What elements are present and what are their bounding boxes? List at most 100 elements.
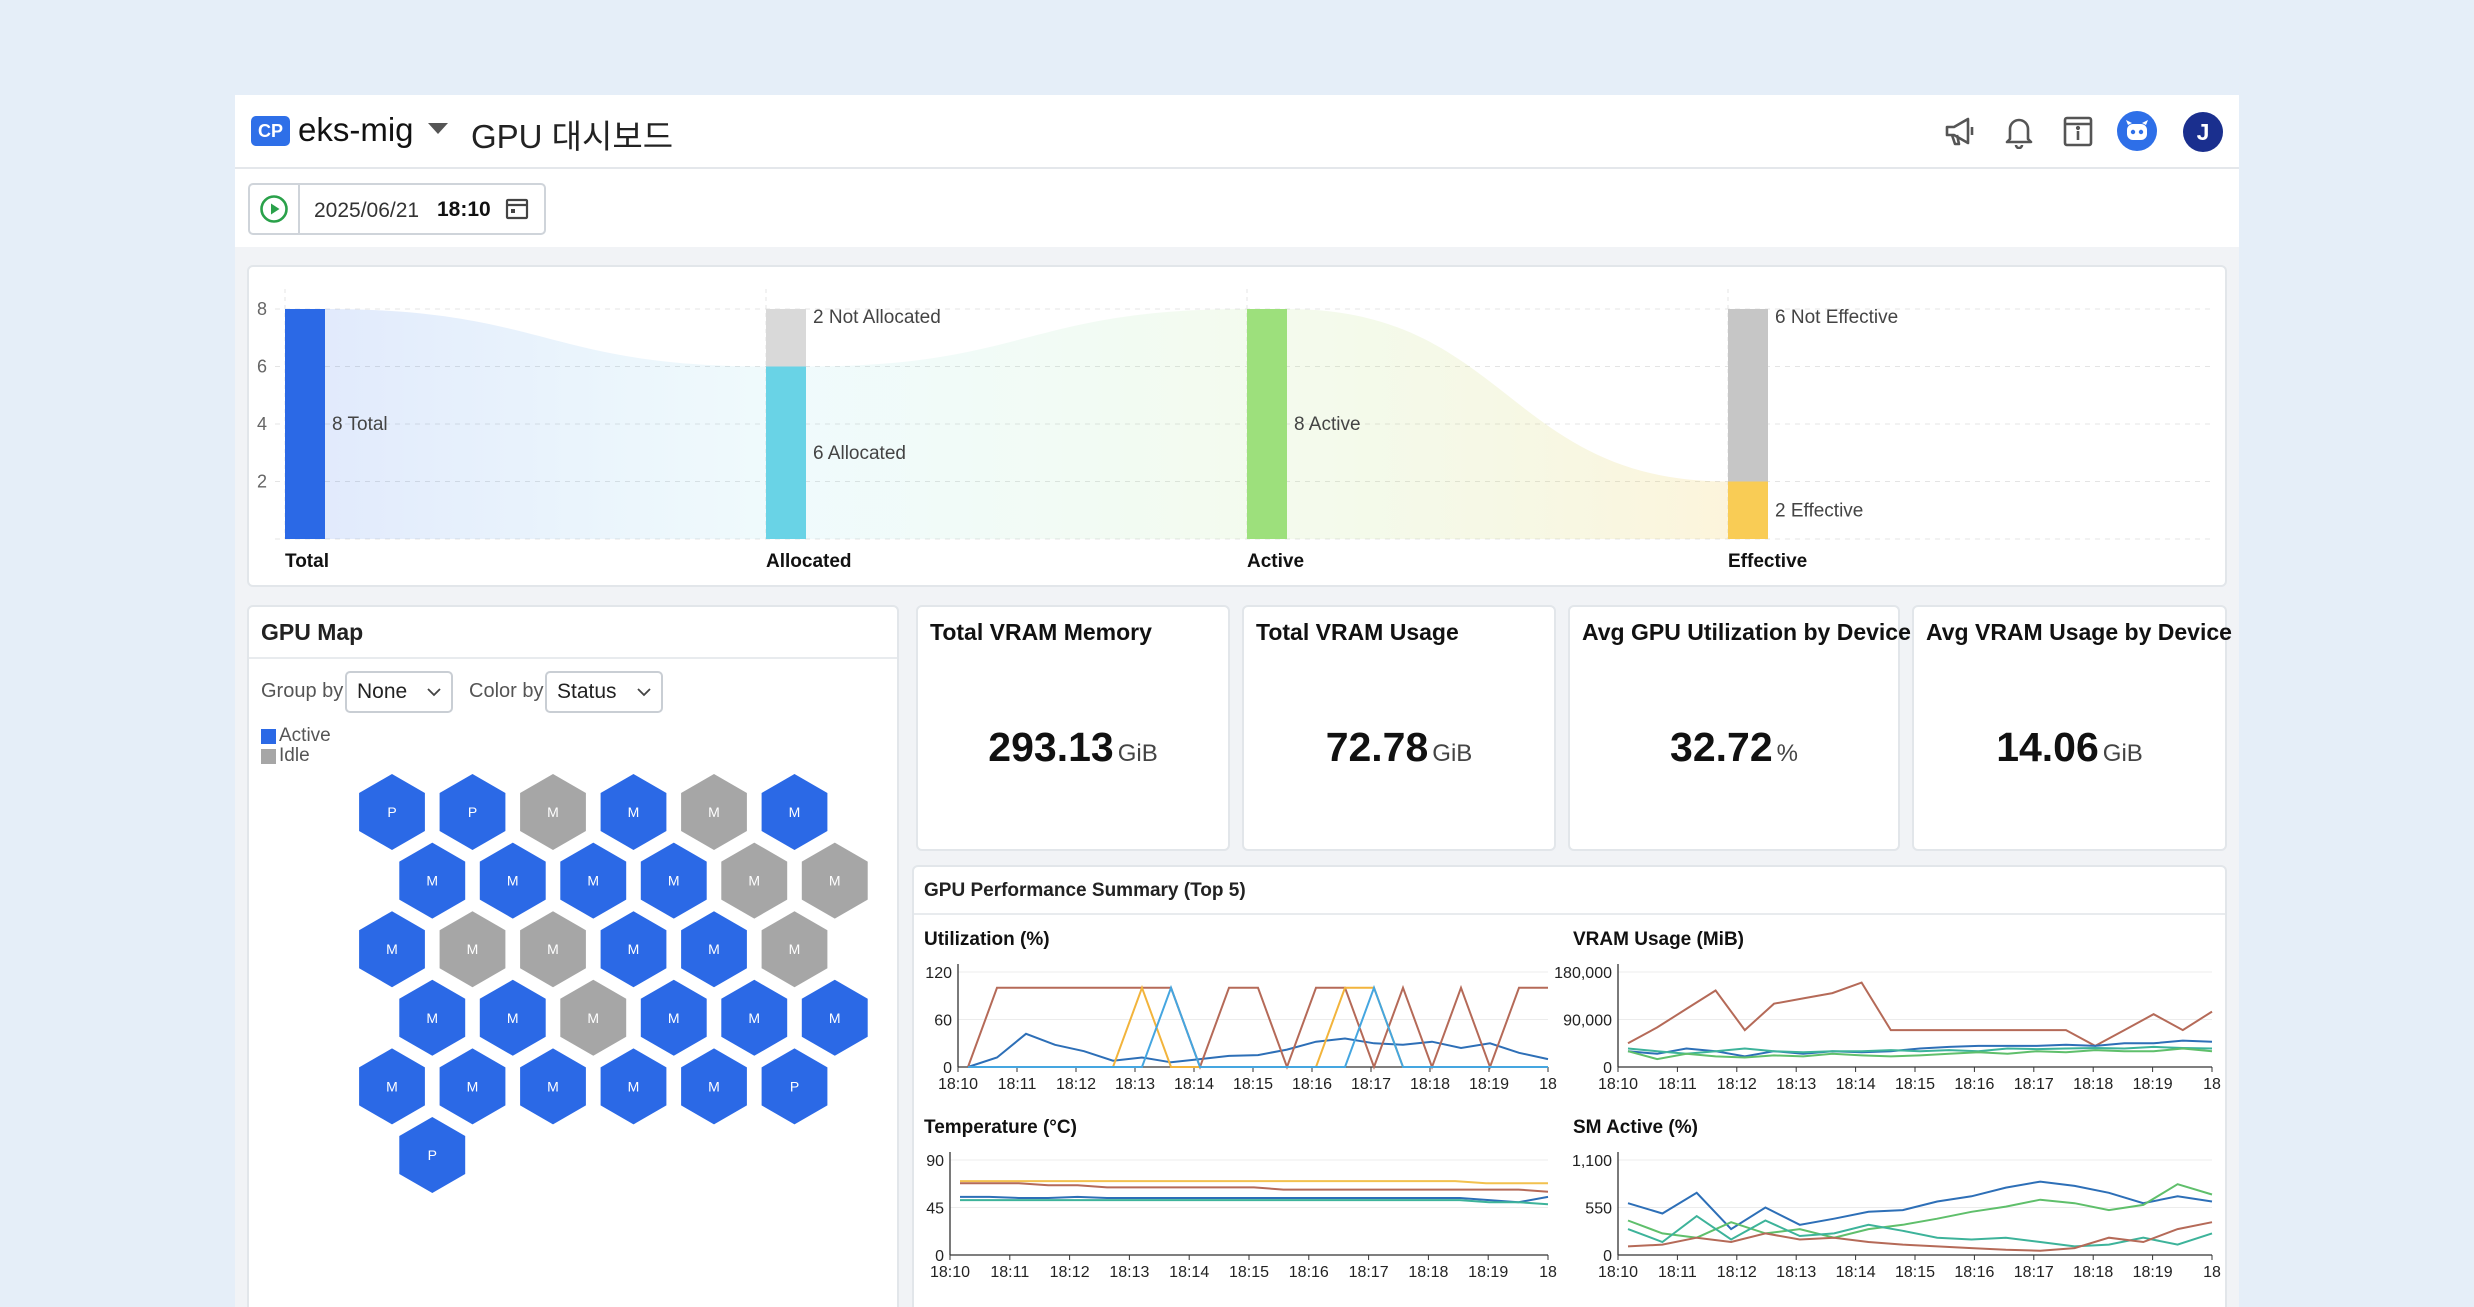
gpu-hex[interactable] [600, 1048, 667, 1125]
gpu-hex[interactable] [359, 1048, 425, 1125]
calendar-icon[interactable] [505, 197, 529, 226]
x-tick-label: 18:19 [1468, 1264, 1508, 1281]
gpu-hex[interactable] [479, 842, 546, 919]
y-tick-label: 0 [1603, 1248, 1612, 1265]
gpu-hex-label: P [387, 804, 396, 820]
group-by-value: None [357, 680, 408, 703]
legend-label: Active [279, 725, 331, 746]
gpu-hex-label: M [507, 873, 519, 889]
gpu-hex[interactable] [681, 911, 747, 988]
y-tick-label: 180,000 [1554, 965, 1612, 982]
y-tick-label: 2 [257, 472, 267, 492]
gpu-hex[interactable] [439, 774, 506, 850]
color-by-value: Status [557, 680, 617, 703]
cluster-name[interactable]: eks-mig [298, 111, 414, 148]
x-tick-label: 18:11 [990, 1264, 1029, 1281]
gpu-hex-label: M [587, 1010, 599, 1026]
funnel-segment-label: 6 Not Effective [1775, 307, 1898, 328]
x-tick-label: 18:19 [2133, 1264, 2173, 1281]
series-line [960, 1182, 1549, 1193]
chevron-down-icon[interactable] [427, 122, 449, 141]
gpu-hex-label: M [507, 1010, 519, 1026]
funnel-bar-segment [1247, 309, 1287, 539]
gpu-hex[interactable] [801, 979, 868, 1056]
card-unit: GiB [1117, 740, 1158, 767]
series-line [1627, 1221, 2213, 1252]
gpu-hex[interactable] [439, 911, 506, 988]
x-tick-label: 18:15 [1229, 1264, 1269, 1281]
gpu-hex[interactable] [681, 774, 747, 850]
card-number: 72.78 [1325, 724, 1429, 770]
x-tick-label: 18:17 [2014, 1076, 2054, 1093]
funnel-segment-label: 8 Active [1294, 414, 1361, 435]
series-line [1627, 1180, 2213, 1231]
y-tick-label: 0 [943, 1060, 952, 1077]
x-tick-label: 18 [1539, 1076, 1557, 1093]
gpu-hex-label: M [628, 804, 640, 820]
gpu-hex[interactable] [520, 774, 586, 850]
gpu-hex[interactable] [801, 842, 868, 919]
bell-icon[interactable] [1997, 109, 2041, 153]
gpu-hex[interactable] [520, 911, 586, 988]
gpu-hex[interactable] [479, 979, 546, 1056]
megaphone-icon[interactable] [1938, 109, 1982, 153]
gpu-hex[interactable] [761, 1048, 828, 1125]
color-by-select[interactable]: Status [545, 671, 663, 713]
play-icon[interactable] [250, 185, 300, 233]
gpu-hex[interactable] [640, 842, 707, 919]
gpu-hex[interactable] [560, 842, 627, 919]
gpu-hex[interactable] [439, 1048, 506, 1125]
gpu-hex[interactable] [761, 911, 828, 988]
series-line [1627, 1214, 2213, 1248]
funnel-bar-segment [285, 309, 325, 539]
gpu-hex[interactable] [600, 774, 667, 850]
x-tick-label: 18:11 [998, 1076, 1037, 1093]
info-panel-icon[interactable] [2056, 109, 2100, 153]
gpu-hex[interactable] [600, 911, 667, 988]
gpu-hex[interactable] [721, 979, 788, 1056]
x-tick-label: 18:16 [1954, 1264, 1994, 1281]
gpu-hex[interactable] [640, 979, 707, 1056]
funnel-segment-label: 2 Not Allocated [813, 307, 941, 328]
gpu-hex[interactable] [520, 1048, 586, 1125]
chevron-down-icon [427, 687, 441, 696]
gpu-hex-label: M [426, 873, 438, 889]
funnel-segment-label: 2 Effective [1775, 500, 1863, 521]
gpu-hex[interactable] [560, 979, 627, 1056]
funnel-bar-segment [1728, 309, 1768, 482]
gpu-hex[interactable] [399, 842, 466, 919]
y-tick-label: 45 [926, 1201, 944, 1218]
gpu-hex[interactable] [681, 1048, 747, 1125]
series-line [967, 1032, 1549, 1068]
time-picker[interactable]: 2025/06/21 18:10 [248, 183, 546, 235]
x-tick-label: 18:11 [1658, 1076, 1697, 1093]
card-value: 72.78 GiB [1244, 724, 1554, 771]
funnel-stage-label: Effective [1728, 551, 1807, 572]
gpu-hex[interactable] [399, 1117, 466, 1193]
gpu-hex-label: M [708, 941, 720, 957]
group-by-select[interactable]: None [345, 671, 453, 713]
x-tick-label: 18:11 [1658, 1264, 1697, 1281]
x-tick-label: 18:19 [1469, 1076, 1509, 1093]
funnel-bar-segment [766, 366, 806, 539]
gpu-funnel-chart: 8 6 4 2 8 Total Total 6 Allocated 2 Not Allocat… [247, 265, 2227, 587]
gpu-hex[interactable] [399, 979, 466, 1056]
gpu-hex[interactable] [359, 911, 425, 988]
toolbar: 2025/06/21 18:10 [235, 169, 2239, 247]
x-tick-label: 18:16 [1292, 1076, 1332, 1093]
dashboard-window: CP eks-mig GPU 대시보드 [235, 95, 2239, 1307]
card-title: Total VRAM Memory [930, 619, 1152, 645]
date-value: 2025/06/21 [314, 199, 420, 222]
gpu-hex-label: M [547, 1078, 559, 1094]
x-tick-label: 18:14 [1836, 1076, 1876, 1093]
gpu-hex[interactable] [721, 842, 788, 919]
gpu-hex-label: M [386, 941, 398, 957]
user-avatar[interactable]: J [2183, 112, 2223, 152]
x-tick-label: 18:17 [2014, 1264, 2054, 1281]
gpu-hex[interactable] [761, 774, 828, 850]
x-tick-label: 18:14 [1169, 1264, 1209, 1281]
bot-icon[interactable] [2115, 109, 2159, 153]
funnel-plot: 8 6 4 2 8 Total Total 6 Allocated 2 Not Allocat… [257, 289, 2211, 572]
gpu-hex[interactable] [359, 774, 425, 850]
x-tick-label: 18:15 [1895, 1264, 1935, 1281]
